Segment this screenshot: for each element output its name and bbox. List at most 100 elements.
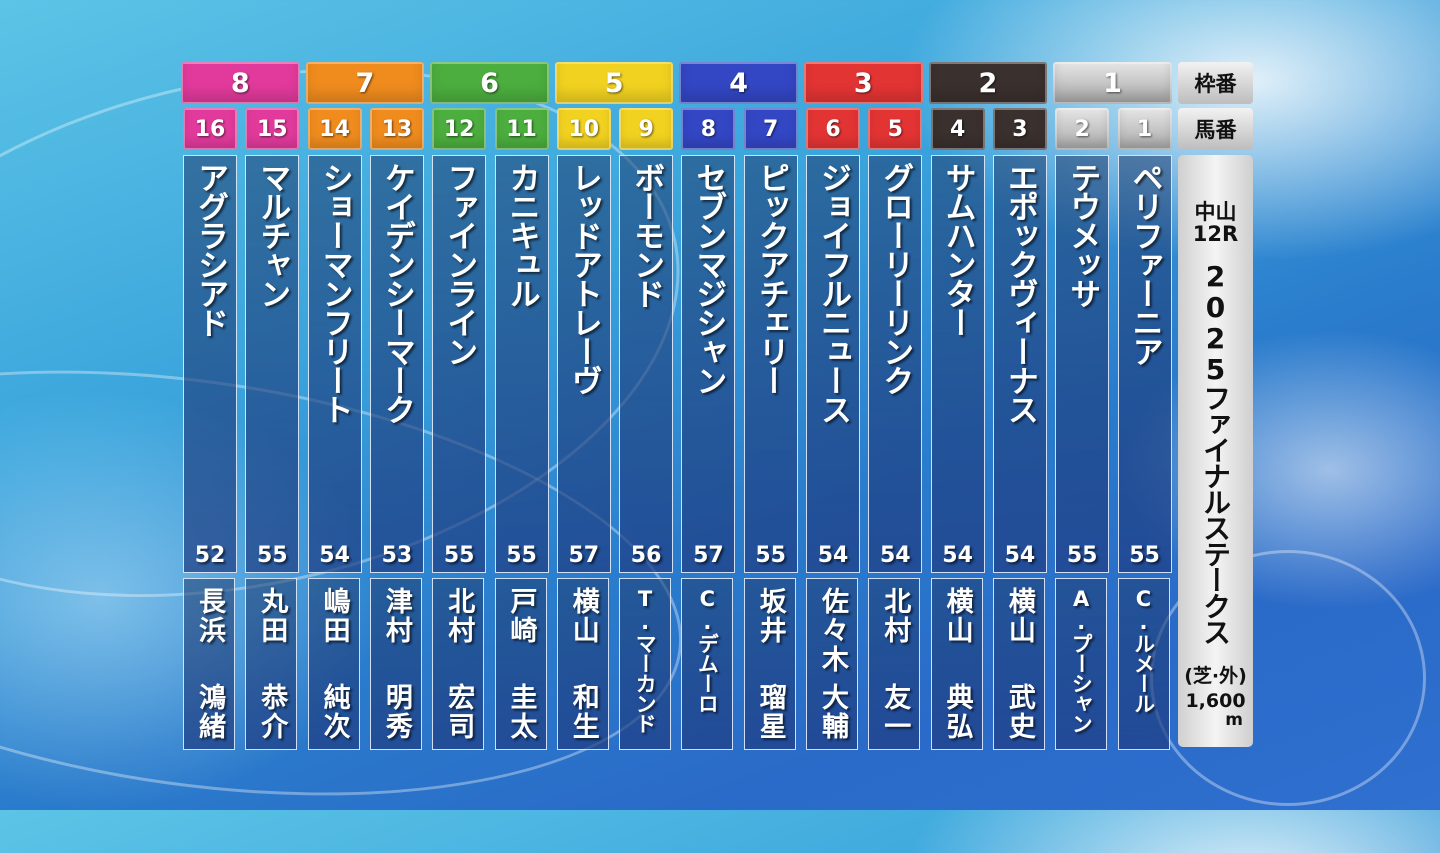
carried-weight: 52	[194, 543, 226, 568]
race-number: 12R	[1192, 222, 1239, 246]
horse-number-15: 15	[245, 108, 300, 150]
jockey-family-name: 丸田	[256, 587, 288, 645]
carried-weight: 55	[256, 543, 288, 568]
jockey-given-name: 典弘	[941, 683, 973, 741]
jockey-panel: 北村 宏司	[432, 578, 485, 750]
race-distance-value: 1,600	[1185, 690, 1246, 712]
jockey-family-name: 佐々木	[817, 587, 848, 674]
race-surface: (芝·外)	[1184, 665, 1247, 687]
jockey-panel: T.マーカンド	[619, 578, 672, 750]
jockey-given-name: 瑠星	[754, 683, 786, 741]
horse-name: ショーマンフリート	[316, 162, 353, 423]
horse-number-5: 5	[868, 108, 923, 150]
jockey-family-name: 横山	[941, 587, 973, 645]
horse-name: エポックヴィーナス	[1001, 162, 1038, 423]
jockey-given-name: 和生	[567, 683, 599, 741]
horse-name-panel: エポックヴィーナス 54	[992, 155, 1047, 573]
jockey-panel: C.ルメール	[1117, 578, 1170, 750]
horse-name: アグラシアド	[192, 162, 228, 336]
horse-number-2: 2	[1055, 108, 1110, 150]
carried-weight: 56	[630, 543, 662, 568]
horse-name: セブンマジシャン	[690, 162, 727, 394]
frame-header-7: 7	[305, 62, 425, 104]
carried-weight: 57	[568, 543, 600, 568]
horse-name: ピックアチェリー	[752, 162, 789, 394]
race-distance: 1,600 m	[1178, 691, 1253, 729]
jockey-family-name: 横山	[567, 587, 599, 645]
jockey-panel: 横山 典弘	[930, 578, 983, 750]
frame-header-2: 2	[928, 62, 1048, 104]
carried-weight: 53	[381, 543, 413, 568]
horse-number-12: 12	[432, 108, 487, 150]
carried-weight: 57	[693, 543, 724, 568]
carried-weight: 55	[1066, 543, 1098, 568]
carried-weight: 54	[879, 543, 911, 568]
horse-name-panel: アグラシアド 52	[183, 155, 237, 573]
carried-weight: 55	[506, 543, 537, 568]
frame-header-3: 3	[804, 62, 923, 104]
horse-number-6: 6	[806, 108, 860, 150]
horse-number-8: 8	[681, 108, 736, 150]
jockey-panel: C.デムーロ	[681, 578, 734, 750]
jockey-panel: 坂井 瑠星	[743, 578, 796, 750]
horse-number-4: 4	[930, 108, 985, 150]
horse-number-label: 馬番	[1178, 108, 1253, 150]
jockey-family-name: C.デムーロ	[695, 587, 720, 713]
carried-weight: 54	[817, 543, 849, 568]
jockey-family-name: A.プーシャン	[1069, 587, 1094, 733]
jockey-family-name: T.マーカンド	[633, 587, 658, 733]
horse-name-panel: ケイデンシーマーク 53	[369, 155, 424, 573]
horse-name-panel: レッドアトレーヴ 57	[556, 155, 611, 573]
jockey-given-name: 圭太	[505, 683, 537, 741]
horse-number-9: 9	[619, 108, 674, 150]
horse-name: テウメッサ	[1064, 162, 1101, 307]
jockey-family-name: 嶋田	[318, 587, 350, 645]
jockey-given-name: 大輔	[817, 683, 848, 741]
frame-header-8: 8	[181, 62, 300, 104]
horse-number-16: 16	[183, 108, 237, 150]
horse-name: マルチャン	[254, 162, 291, 307]
horse-name-panel: ピックアチェリー 55	[743, 155, 798, 573]
jockey-given-name: 鴻緒	[194, 683, 225, 741]
race-info-panel: 中山 12R 2025ファイナルステークス (芝·外) 1,600 m	[1178, 155, 1253, 747]
horse-number-10: 10	[556, 108, 611, 150]
race-distance-unit: m	[1225, 710, 1243, 730]
horse-name: ジョイフルニュース	[815, 162, 851, 423]
horse-name: ボーモンド	[628, 162, 665, 307]
horse-name-panel: セブンマジシャン 57	[681, 155, 736, 573]
horse-number-7: 7	[743, 108, 798, 150]
jockey-family-name: 北村	[879, 587, 911, 645]
race-name: 2025ファイナルステークス	[1199, 260, 1232, 644]
carried-weight: 54	[1004, 543, 1036, 568]
frame-header-5: 5	[554, 62, 674, 104]
carried-weight: 54	[319, 543, 350, 568]
jockey-given-name: 友一	[879, 683, 911, 741]
horse-name-panel: サムハンター 54	[930, 155, 985, 573]
jockey-panel: 津村 明秀	[369, 578, 422, 750]
horse-name-panel: グローリーリンク 54	[868, 155, 923, 573]
horse-name-panel: ジョイフルニュース 54	[806, 155, 860, 573]
jockey-given-name: 宏司	[443, 683, 475, 741]
jockey-family-name: 横山	[1003, 587, 1035, 645]
frame-header-1: 1	[1053, 62, 1172, 104]
horse-name: レッドアトレーヴ	[565, 162, 602, 394]
jockey-family-name: 北村	[443, 587, 475, 645]
race-venue: 中山	[1194, 200, 1237, 224]
carried-weight: 55	[755, 543, 786, 568]
horse-name: ファインライン	[441, 162, 478, 365]
carried-weight: 55	[443, 543, 475, 568]
horse-number-11: 11	[494, 108, 549, 150]
race-entry-board: 8 7 6 5 4 3 2 1 16 アグラシアド 52 長浜 鴻緒 15 マルチャン 55 丸田 恭介 14 ショー…	[181, 62, 1172, 750]
horse-number-1: 1	[1117, 108, 1172, 150]
horse-name: サムハンター	[939, 162, 976, 336]
horse-number-3: 3	[992, 108, 1047, 150]
frame-header-4: 4	[679, 62, 798, 104]
jockey-family-name: 津村	[380, 587, 412, 645]
horse-name-panel: マルチャン 55	[245, 155, 300, 573]
horse-name-panel: ショーマンフリート 54	[307, 155, 362, 573]
jockey-panel: 嶋田 純次	[307, 578, 360, 750]
jockey-panel: 佐々木 大輔	[806, 578, 858, 750]
jockey-panel: A.プーシャン	[1055, 578, 1108, 750]
jockey-panel: 長浜 鴻緒	[183, 578, 235, 750]
horse-name-panel: カニキュル 55	[494, 155, 549, 573]
